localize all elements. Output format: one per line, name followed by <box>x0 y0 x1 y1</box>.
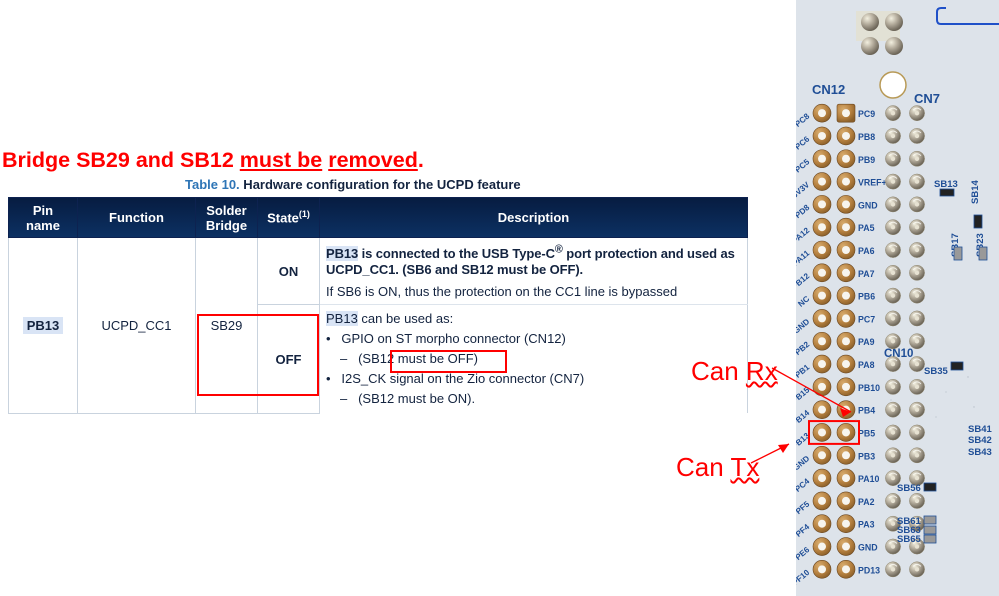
svg-text:SB56: SB56 <box>897 483 921 494</box>
svg-text:SB13: SB13 <box>934 179 958 190</box>
svg-text:PB9: PB9 <box>858 155 875 165</box>
svg-text:VREF+: VREF+ <box>858 178 887 188</box>
svg-text:GND: GND <box>858 200 878 210</box>
svg-text:PA3: PA3 <box>858 520 875 530</box>
svg-text:PA8: PA8 <box>858 360 875 370</box>
svg-text:SB14: SB14 <box>970 180 981 204</box>
svg-text:PA10: PA10 <box>858 474 879 484</box>
svg-text:PB10: PB10 <box>858 383 880 393</box>
svg-text:PB5: PB5 <box>858 428 875 438</box>
svg-text:PA2: PA2 <box>858 497 875 507</box>
svg-text:PA5: PA5 <box>858 223 875 233</box>
svg-text:PA9: PA9 <box>858 337 875 347</box>
svg-text:SB42: SB42 <box>968 435 992 446</box>
svg-text:PA6: PA6 <box>858 246 875 256</box>
svg-text:CN7: CN7 <box>914 91 940 106</box>
svg-text:PC7: PC7 <box>858 314 875 324</box>
svg-text:SB41: SB41 <box>968 424 992 435</box>
svg-text:PB4: PB4 <box>858 406 875 416</box>
svg-text:PB3: PB3 <box>858 451 875 461</box>
svg-text:PB8: PB8 <box>858 132 875 142</box>
svg-text:GND: GND <box>858 543 878 553</box>
svg-text:SB65: SB65 <box>897 534 921 545</box>
svg-text:PD13: PD13 <box>858 565 880 575</box>
svg-text:PA7: PA7 <box>858 269 875 279</box>
svg-text:SB35: SB35 <box>924 366 948 377</box>
svg-text:PB6: PB6 <box>858 292 875 302</box>
svg-text:CN12: CN12 <box>812 82 845 97</box>
svg-text:SB43: SB43 <box>968 447 992 458</box>
svg-text:PC9: PC9 <box>858 109 875 119</box>
